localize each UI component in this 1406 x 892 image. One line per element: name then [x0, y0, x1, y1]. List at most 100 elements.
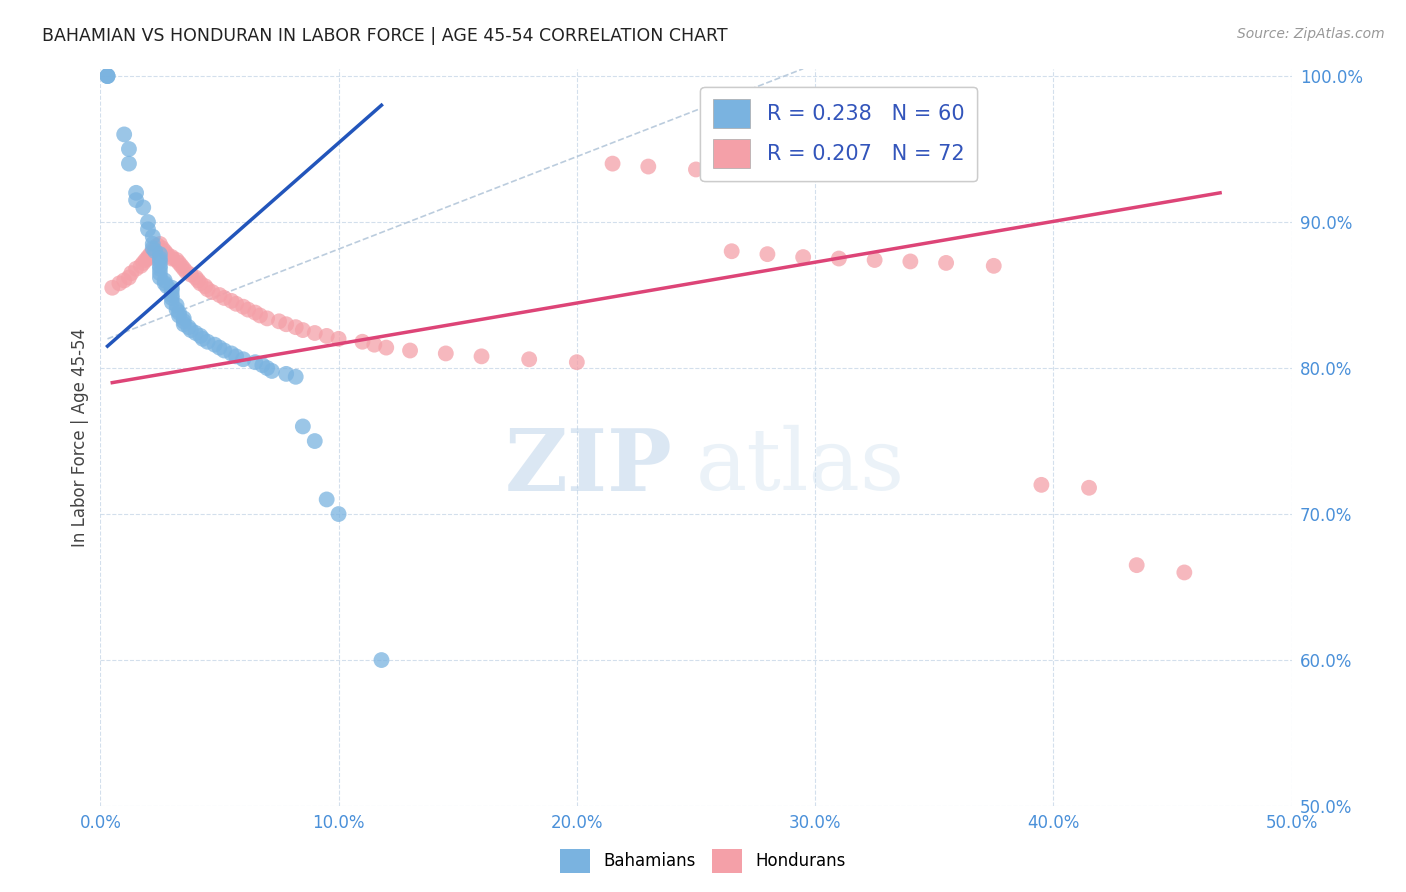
Point: [153, 273, 176, 287]
Point: [225, 350, 247, 364]
Point: [184, 270, 207, 285]
Point: [156, 279, 179, 293]
Point: [167, 309, 190, 323]
Point: [208, 288, 231, 302]
Point: [166, 252, 188, 267]
Text: atlas: atlas: [696, 425, 905, 508]
Point: [232, 300, 254, 314]
Point: [256, 361, 278, 376]
Point: [177, 320, 200, 334]
Text: ZIP: ZIP: [505, 425, 672, 509]
Point: [142, 244, 165, 259]
Point: [173, 314, 195, 328]
Point: [108, 277, 131, 291]
Point: [221, 293, 243, 308]
Point: [136, 222, 159, 236]
Y-axis label: In Labor Force | Age 45-54: In Labor Force | Age 45-54: [72, 328, 89, 547]
Point: [1125, 558, 1147, 573]
Point: [112, 273, 135, 287]
Point: [170, 259, 193, 273]
Point: [150, 241, 173, 255]
Point: [267, 314, 290, 328]
Point: [160, 295, 183, 310]
Point: [363, 337, 385, 351]
Text: BAHAMIAN VS HONDURAN IN LABOR FORCE | AGE 45-54 CORRELATION CHART: BAHAMIAN VS HONDURAN IN LABOR FORCE | AG…: [42, 27, 728, 45]
Point: [132, 256, 155, 270]
Point: [160, 252, 183, 266]
Point: [149, 236, 172, 251]
Point: [245, 355, 267, 369]
Point: [232, 352, 254, 367]
Point: [187, 273, 209, 287]
Point: [256, 311, 278, 326]
Point: [212, 343, 235, 358]
Point: [142, 229, 165, 244]
Point: [166, 298, 188, 312]
Point: [204, 337, 226, 351]
Point: [291, 419, 314, 434]
Point: [983, 259, 1005, 273]
Point: [565, 355, 588, 369]
Point: [1031, 478, 1053, 492]
Point: [236, 302, 259, 317]
Point: [370, 653, 392, 667]
Point: [125, 186, 148, 200]
Point: [149, 270, 172, 285]
Point: [149, 247, 172, 261]
Point: [194, 279, 217, 293]
Point: [149, 259, 172, 273]
Point: [173, 261, 195, 276]
Point: [191, 332, 214, 346]
Point: [252, 358, 274, 372]
Point: [249, 309, 271, 323]
Point: [125, 261, 148, 276]
Point: [304, 434, 326, 448]
Point: [328, 332, 350, 346]
Point: [101, 281, 124, 295]
Point: [149, 266, 172, 280]
Point: [173, 311, 195, 326]
Point: [434, 346, 457, 360]
Point: [197, 282, 219, 296]
Point: [260, 364, 283, 378]
Point: [149, 252, 172, 266]
Point: [291, 323, 314, 337]
Point: [517, 352, 540, 367]
Point: [136, 252, 159, 266]
Point: [118, 156, 141, 170]
Point: [197, 334, 219, 349]
Point: [756, 247, 779, 261]
Point: [167, 256, 190, 270]
Point: [399, 343, 422, 358]
Point: [153, 244, 176, 259]
Point: [132, 201, 155, 215]
Point: [284, 369, 307, 384]
Point: [112, 128, 135, 142]
Point: [284, 320, 307, 334]
Point: [304, 326, 326, 340]
Point: [96, 69, 118, 83]
Point: [166, 302, 188, 317]
Point: [125, 193, 148, 207]
Point: [153, 277, 176, 291]
Point: [602, 156, 624, 170]
Point: [146, 238, 169, 252]
Point: [276, 367, 298, 381]
Point: [276, 317, 298, 331]
Point: [160, 284, 183, 298]
Point: [935, 256, 957, 270]
Point: [898, 254, 921, 268]
Point: [190, 277, 212, 291]
Point: [96, 69, 118, 83]
Legend: R = 0.238   N = 60, R = 0.207   N = 72: R = 0.238 N = 60, R = 0.207 N = 72: [700, 87, 977, 181]
Point: [828, 252, 851, 266]
Text: Source: ZipAtlas.com: Source: ZipAtlas.com: [1237, 27, 1385, 41]
Point: [190, 329, 212, 343]
Point: [167, 305, 190, 319]
Point: [720, 244, 742, 259]
Point: [120, 266, 142, 280]
Point: [118, 142, 141, 156]
Point: [637, 160, 659, 174]
Point: [180, 268, 202, 282]
Point: [685, 162, 707, 177]
